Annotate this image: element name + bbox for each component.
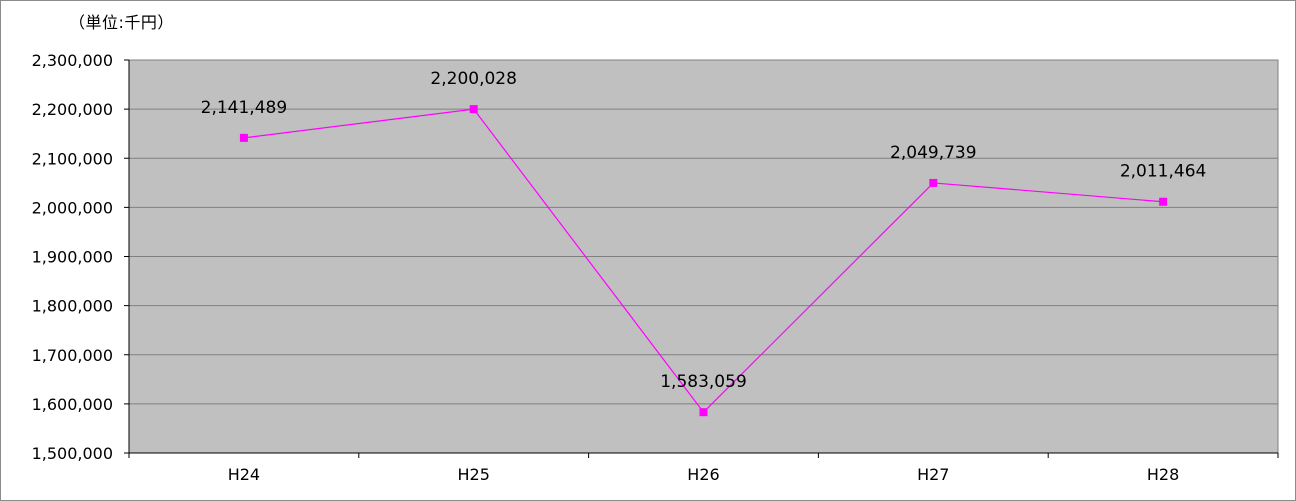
data-point <box>470 105 478 113</box>
x-tick-label: H27 <box>917 465 949 484</box>
y-tick-label: 2,200,000 <box>32 100 113 119</box>
x-tick-label: H25 <box>458 465 490 484</box>
data-point <box>700 408 708 416</box>
y-tick-label: 1,600,000 <box>32 395 113 414</box>
x-tick-label: H26 <box>687 465 719 484</box>
y-tick-label: 2,100,000 <box>32 149 113 168</box>
data-label: 2,011,464 <box>1120 162 1207 182</box>
y-tick-label: 2,000,000 <box>32 198 113 217</box>
x-tick-label: H28 <box>1147 465 1179 484</box>
data-label: 2,049,739 <box>890 143 977 163</box>
data-label: 1,583,059 <box>660 372 747 392</box>
data-point <box>929 179 937 187</box>
data-point <box>240 134 248 142</box>
y-tick-label: 1,900,000 <box>32 248 113 267</box>
x-tick-label: H24 <box>228 465 260 484</box>
data-label: 2,200,028 <box>430 69 517 89</box>
y-tick-label: 2,300,000 <box>32 51 113 70</box>
y-tick-label: 1,700,000 <box>32 346 113 365</box>
y-tick-label: 1,800,000 <box>32 297 113 316</box>
data-label: 2,141,489 <box>201 98 288 118</box>
y-tick-label: 1,500,000 <box>32 444 113 463</box>
data-point <box>1159 198 1167 206</box>
